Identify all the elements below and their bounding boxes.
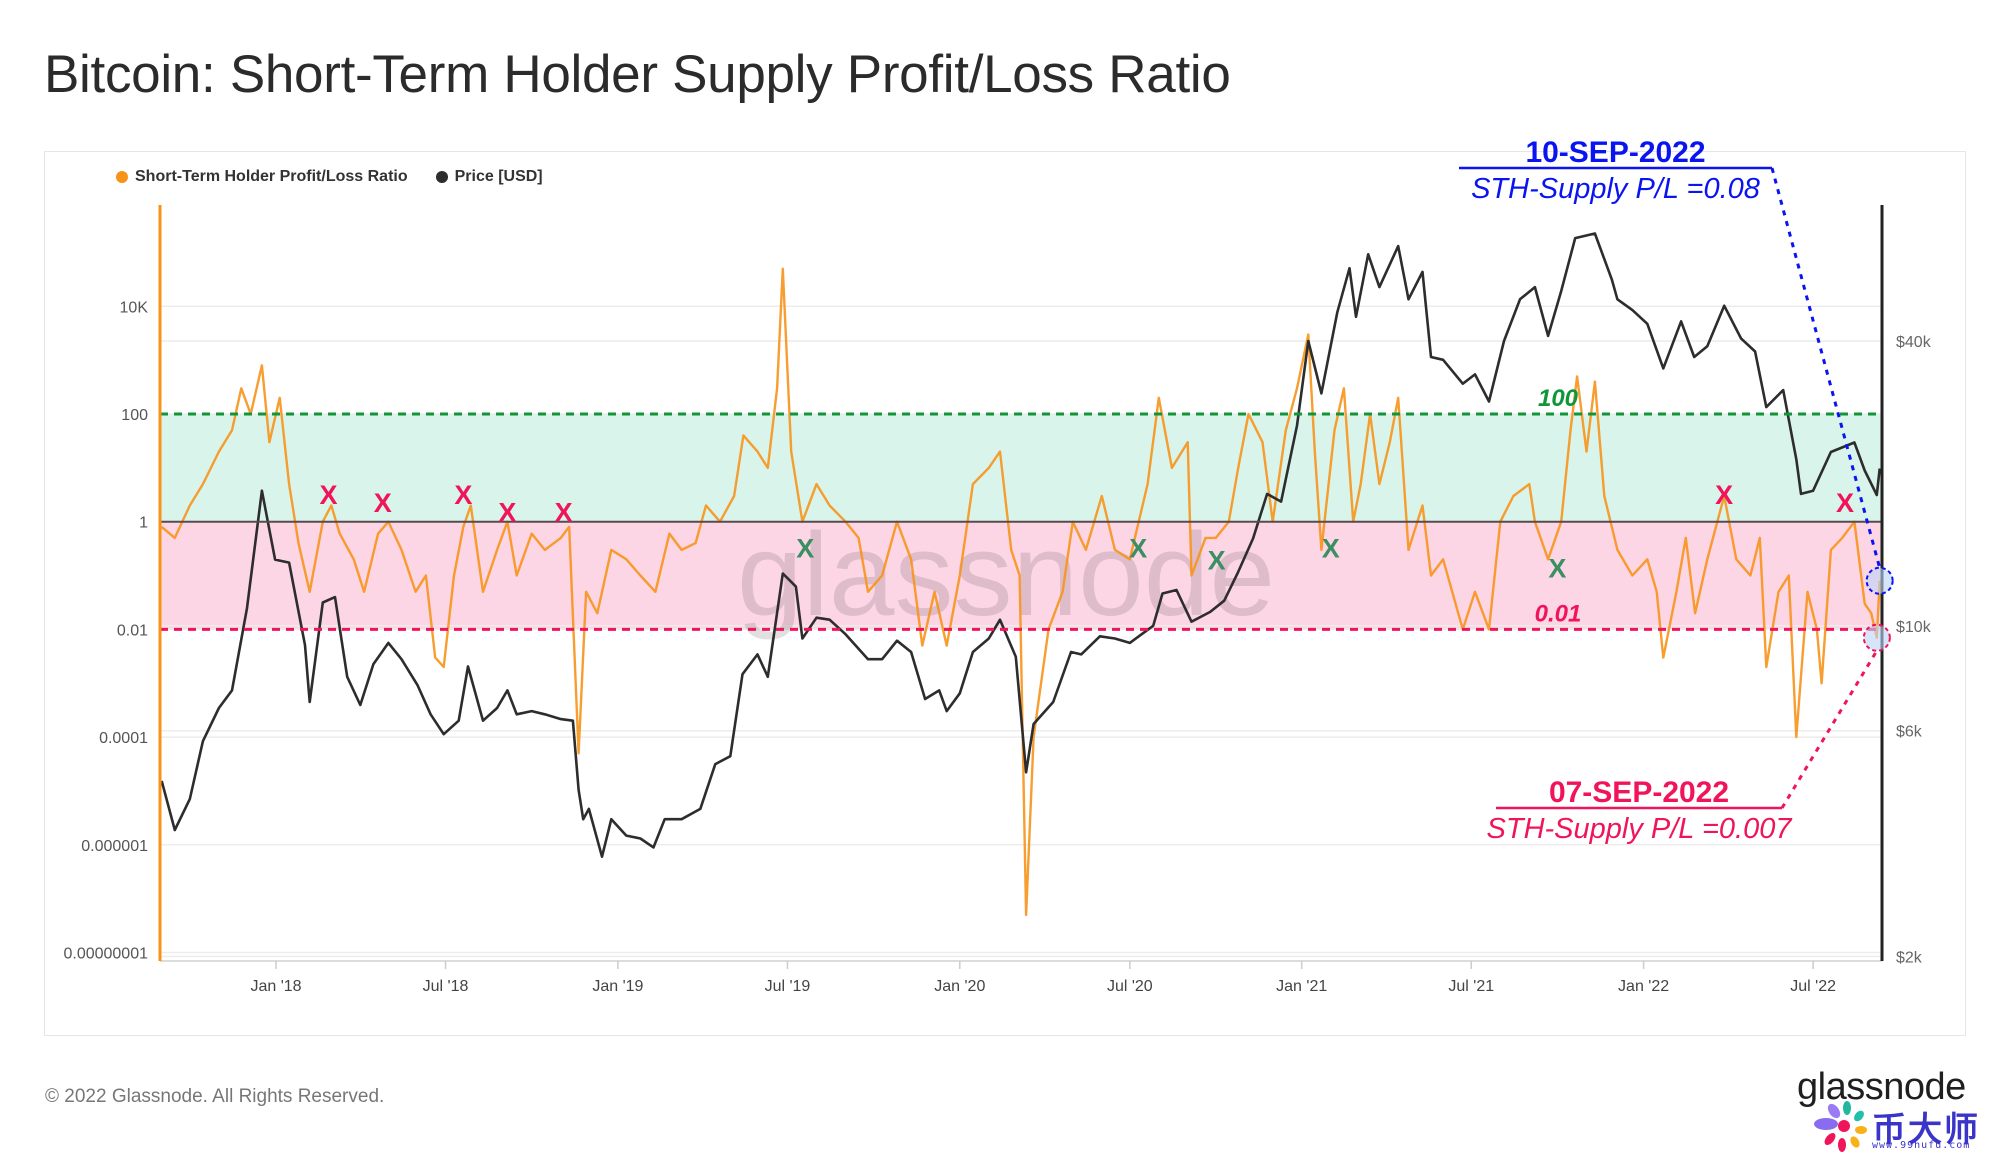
x-marker: X xyxy=(374,488,392,518)
callout-value: STH-Supply P/L =0.007 xyxy=(1487,813,1794,845)
legend-label-ratio: Short-Term Holder Profit/Loss Ratio xyxy=(135,168,408,185)
x-marker: X xyxy=(1208,545,1226,575)
x-tick-label: Jan '19 xyxy=(592,978,643,995)
x-marker: X xyxy=(319,480,337,510)
y-left-tick-label: 0.00000001 xyxy=(63,946,148,963)
x-tick-label: Jul '18 xyxy=(423,978,469,995)
x-tick-label: Jul '20 xyxy=(1107,978,1153,995)
y-left-tick-label: 0.000001 xyxy=(81,838,148,855)
x-tick-label: Jan '20 xyxy=(934,978,985,995)
callout-date: 10-SEP-2022 xyxy=(1525,136,1705,169)
y-left-tick-label: 100 xyxy=(121,407,148,424)
chart-card xyxy=(44,151,1966,1036)
x-tick-label: Jan '22 xyxy=(1618,978,1669,995)
x-marker: X xyxy=(1322,534,1340,564)
legend-dot-price xyxy=(435,171,448,183)
callout-leader-line xyxy=(1780,649,1879,809)
x-marker: X xyxy=(1129,534,1147,564)
chart-legend: Short-Term Holder Profit/Loss Ratio Pric… xyxy=(116,168,543,186)
x-marker: X xyxy=(796,534,814,564)
callout-circle xyxy=(1865,566,1894,595)
profit-band xyxy=(160,414,1882,522)
x-marker: X xyxy=(1715,480,1733,510)
x-marker: X xyxy=(1548,554,1566,584)
x-tick-label: Jan '18 xyxy=(250,978,301,995)
legend-label-price: Price [USD] xyxy=(454,168,543,185)
x-tick-label: Jul '22 xyxy=(1790,978,1836,995)
callout-leader-line xyxy=(1770,167,1882,569)
x-marker: X xyxy=(555,497,573,527)
x-marker: X xyxy=(1836,488,1854,518)
reference-line-label: 0.01 xyxy=(1535,600,1582,627)
secondary-logo-url: www.99hufu.com xyxy=(1872,1140,1971,1151)
x-tick-label: Jul '19 xyxy=(765,978,811,995)
y-right-tick-label: $40k xyxy=(1896,334,1932,351)
reference-line-label: 100 xyxy=(1538,385,1579,412)
y-right-tick-label: $6k xyxy=(1896,724,1923,741)
legend-item-ratio[interactable]: Short-Term Holder Profit/Loss Ratio xyxy=(116,168,408,186)
x-tick-label: Jul '21 xyxy=(1448,978,1494,995)
page-title: Bitcoin: Short-Term Holder Supply Profit… xyxy=(44,45,1231,104)
legend-item-price[interactable]: Price [USD] xyxy=(435,168,543,186)
y-left-tick-label: 0.0001 xyxy=(99,730,148,747)
x-marker: X xyxy=(454,480,472,510)
flower-logo-icon xyxy=(1814,1101,1867,1152)
y-left-tick-label: 10K xyxy=(120,299,149,316)
y-left-tick-label: 0.01 xyxy=(117,622,148,639)
copyright: © 2022 Glassnode. All Rights Reserved. xyxy=(45,1086,385,1107)
callout-value: STH-Supply P/L =0.08 xyxy=(1471,173,1760,205)
callout-circle xyxy=(1862,623,1891,652)
callout-date: 07-SEP-2022 xyxy=(1549,776,1729,809)
series-line-price xyxy=(160,232,1881,858)
y-right-tick-label: $10k xyxy=(1896,619,1932,636)
x-marker: X xyxy=(498,497,516,527)
y-left-tick-label: 1 xyxy=(139,515,148,532)
x-tick-label: Jan '21 xyxy=(1276,978,1327,995)
secondary-logo-name: 币大师 xyxy=(1872,1110,1980,1150)
glassnode-logo: glassnode xyxy=(1797,1066,1966,1108)
legend-dot-ratio xyxy=(116,171,128,183)
y-right-tick-label: $2k xyxy=(1896,949,1923,966)
